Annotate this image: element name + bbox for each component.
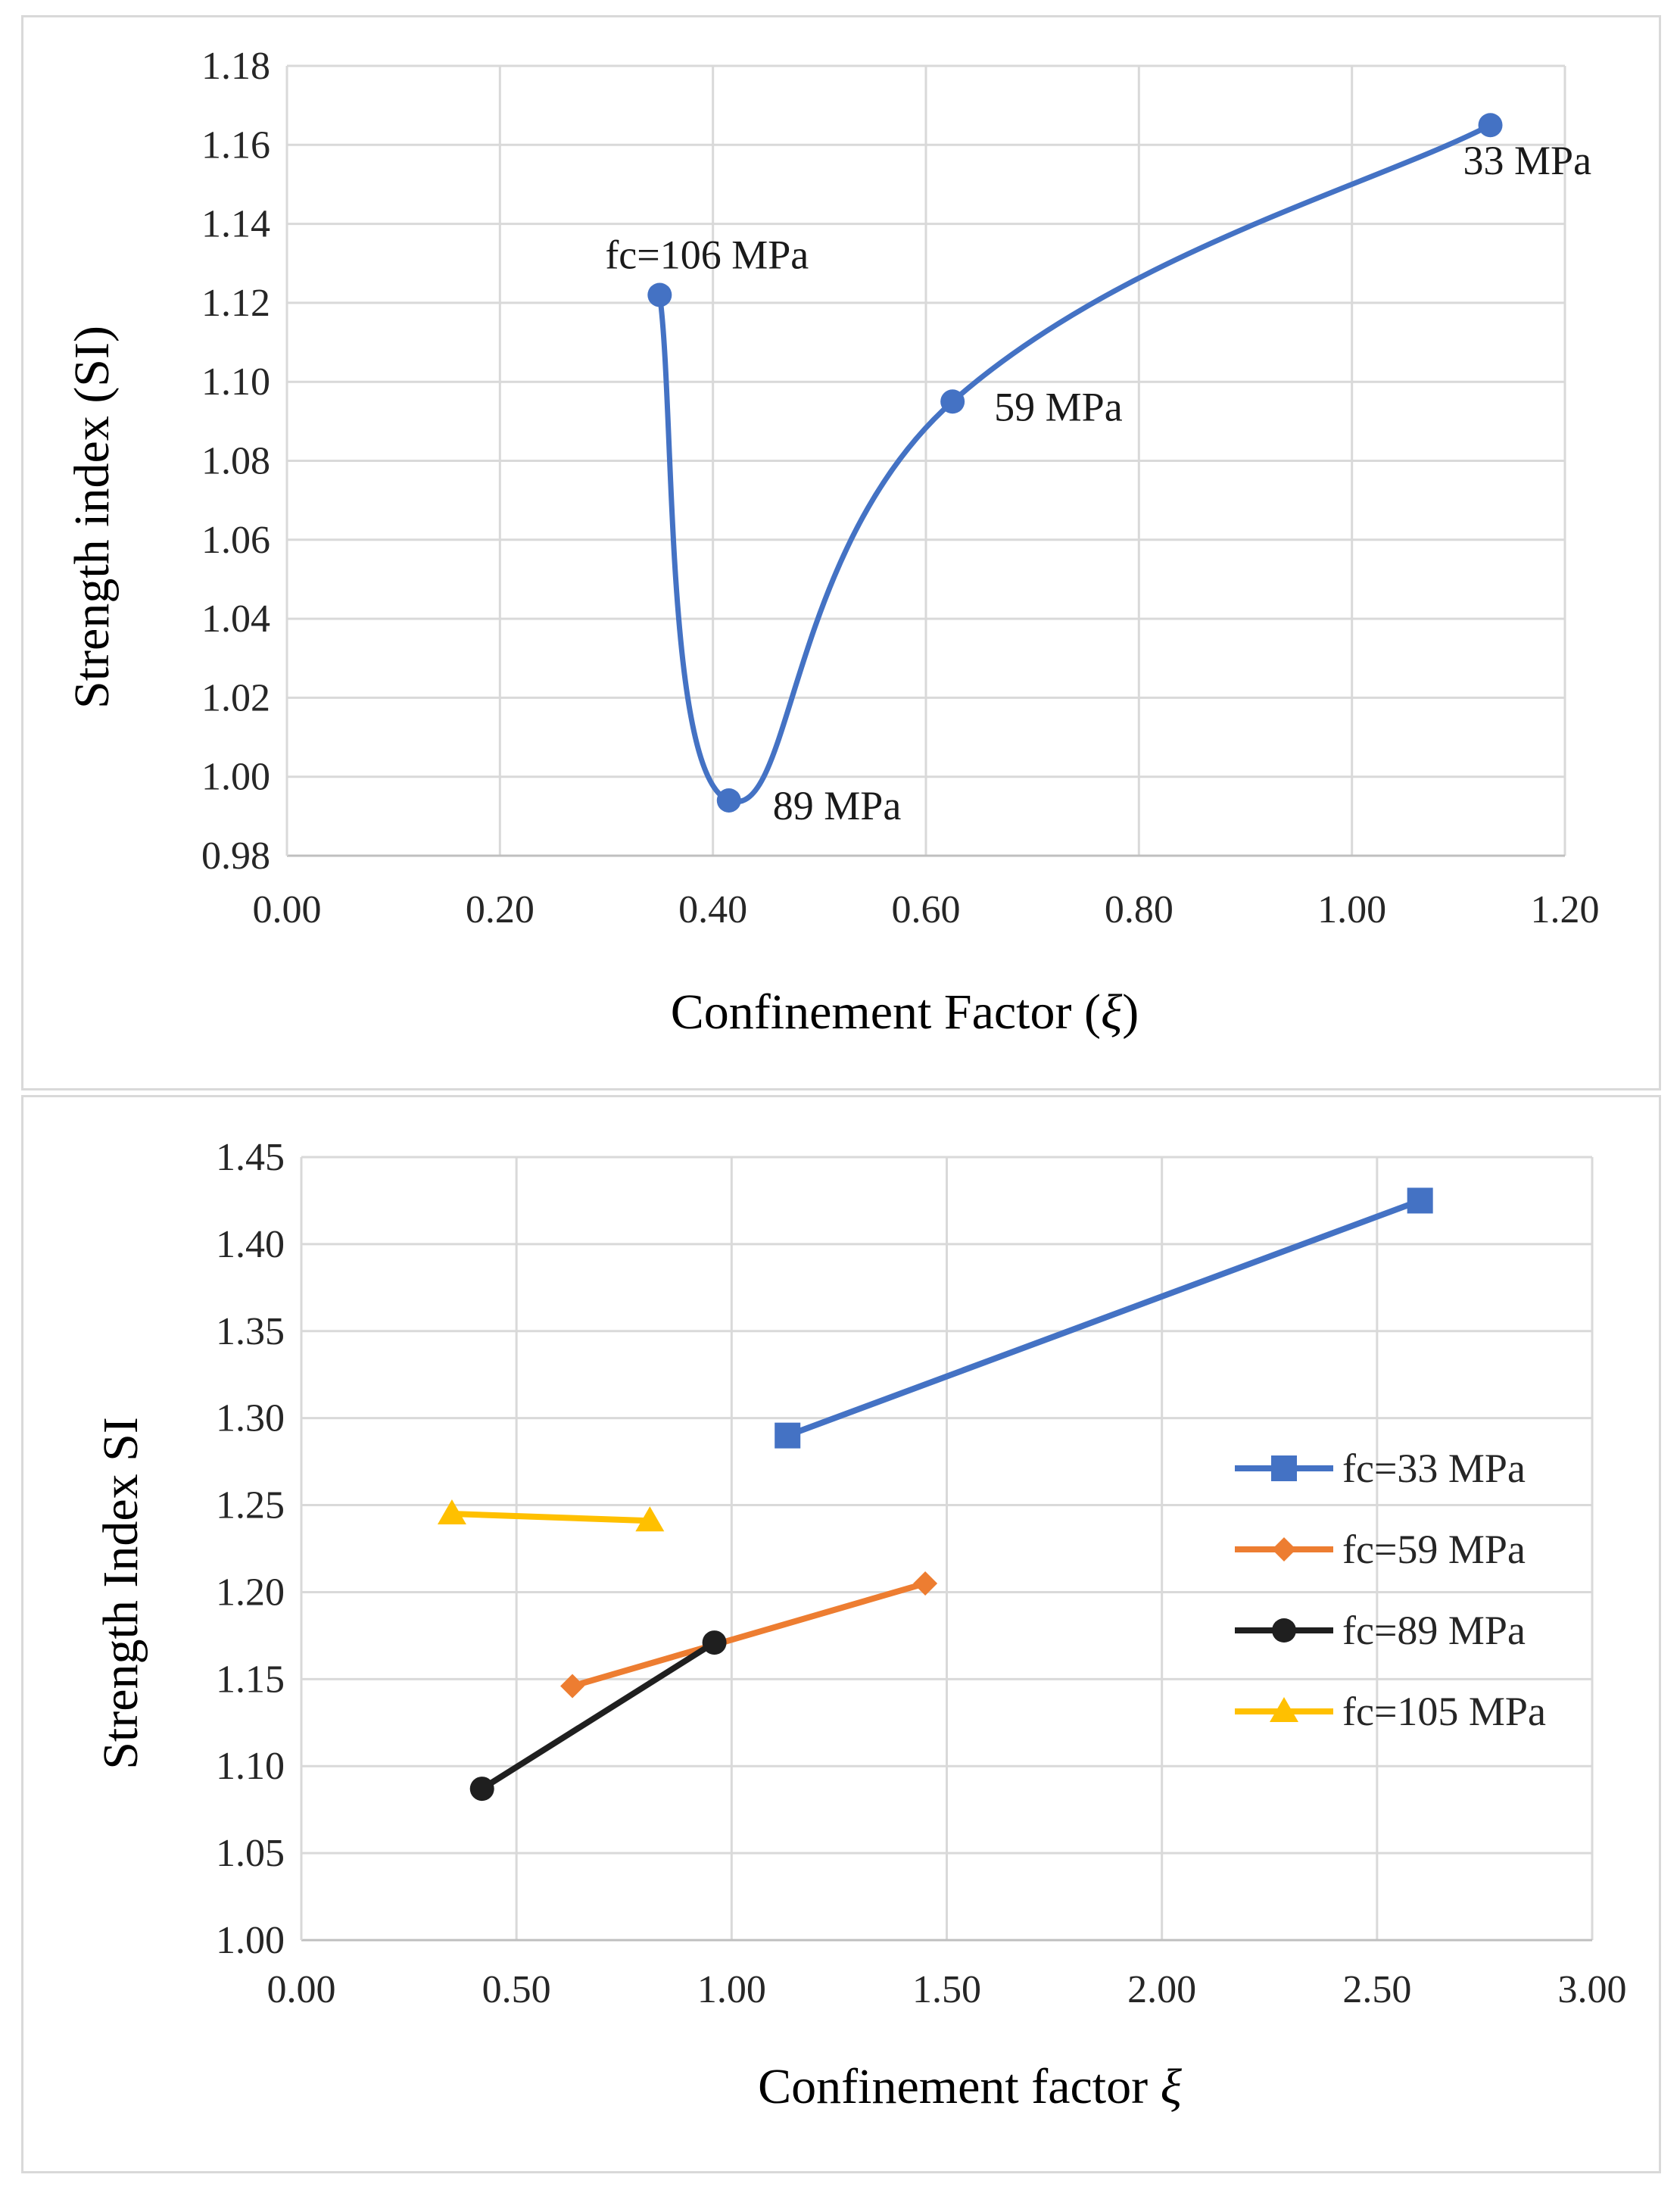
x-tick-label: 1.00 [697,1968,766,2011]
data-point [1478,113,1503,138]
legend-label: fc=33 MPa [1342,1446,1526,1491]
y-tick-label: 1.15 [216,1658,285,1701]
series-line [480,1639,716,1792]
y-tick-labels: 1.00 1.05 1.10 1.15 1.20 1.25 1.30 1.35 1.40 1.45 [216,1136,285,1962]
x-tick-label: 0.20 [466,888,535,931]
y-tick-label: 1.02 [201,676,270,719]
legend-item: fc=89 MPa [1235,1608,1526,1653]
y-tick-label: 1.08 [201,440,270,483]
legend-item: fc=59 MPa [1235,1527,1526,1572]
x-tick-label: 0.80 [1105,888,1174,931]
x-tick-label: 0.40 [678,888,747,931]
x-tick-labels: 0.00 0.50 1.00 1.50 2.00 2.50 3.00 [267,1968,1627,2011]
legend-item: fc=33 MPa [1235,1446,1526,1491]
data-point [775,1422,801,1449]
x-tick-label: 2.00 [1127,1968,1196,2011]
x-axis-title: Confinement Factor (ξ) [671,984,1139,1040]
y-tick-label: 1.14 [201,203,270,246]
x-axis-title: Confinement factor ξ [758,2059,1182,2114]
y-tick-label: 1.25 [216,1484,285,1527]
legend: fc=33 MPa fc=59 MPa fc=89 MPa fc=105 MPa [1235,1446,1546,1734]
x-tick-label: 1.50 [912,1968,981,2011]
legend-label: fc=105 MPa [1342,1689,1546,1734]
grid-lines [287,64,1566,856]
data-labels: fc=106 MPa 89 MPa 59 MPa 33 MPa [605,138,1591,828]
y-tick-label: 1.16 [201,123,270,167]
y-tick-label: 1.18 [201,45,270,88]
x-tick-label: 0.00 [267,1968,336,2011]
data-series [437,1187,1433,1802]
y-tick-label: 1.00 [201,756,270,799]
axes [300,1157,1592,1942]
x-tick-label: 0.00 [253,888,322,931]
data-point [702,1630,727,1655]
series-line [656,123,1492,805]
y-tick-label: 1.30 [216,1397,285,1440]
data-label: 33 MPa [1463,138,1592,183]
chart-panel-top: 0.98 1.00 1.02 1.04 1.06 1.08 1.10 1.12 1.14 1.16… [21,15,1661,1090]
data-point [913,1571,938,1596]
y-tick-label: 1.40 [216,1223,285,1266]
data-point [1407,1187,1433,1214]
y-tick-labels: 0.98 1.00 1.02 1.04 1.06 1.08 1.10 1.12 1.14 1.16… [201,45,270,878]
data-point [647,282,672,307]
data-label: 89 MPa [773,783,902,828]
legend-marker [1272,1537,1296,1561]
x-tick-label: 2.50 [1342,1968,1411,2011]
y-tick-label: 1.06 [201,519,270,562]
x-tick-label: 0.60 [892,888,961,931]
chart-si-vs-confinement: 0.98 1.00 1.02 1.04 1.06 1.08 1.10 1.12 1.14 1.16… [64,45,1600,1040]
x-tick-label: 0.50 [482,1968,551,2011]
data-label: 59 MPa [994,384,1123,429]
x-tick-label: 1.00 [1317,888,1386,931]
y-tick-label: 1.12 [201,282,270,325]
legend-item: fc=105 MPa [1235,1689,1546,1734]
chart-si-by-concrete-strength: 1.00 1.05 1.10 1.15 1.20 1.25 1.30 1.35 1.40 1.45… [93,1136,1627,2114]
series-fc-33-mpa [775,1187,1433,1449]
series-fc-89-mpa [469,1630,727,1802]
data-point [469,1777,494,1802]
series-line [451,1511,650,1524]
legend-marker [1271,1455,1297,1481]
legend-marker [1272,1618,1296,1643]
y-tick-label: 1.35 [216,1310,285,1353]
data-point [635,1506,665,1532]
y-tick-label: 1.10 [201,360,270,404]
data-point [560,1674,585,1699]
series-fc-105-mpa [437,1499,665,1532]
series-fc-59-mpa [560,1571,938,1699]
x-tick-label: 1.20 [1531,888,1600,931]
axes [285,66,1565,857]
y-axis-title: Strength index (SI) [64,326,120,709]
series-line [786,1197,1422,1439]
y-tick-label: 1.00 [216,1919,285,1962]
legend-label: fc=89 MPa [1342,1608,1526,1653]
data-point [940,389,965,414]
legend-label: fc=59 MPa [1342,1527,1526,1572]
y-tick-label: 1.45 [216,1136,285,1179]
y-tick-label: 1.10 [216,1745,285,1788]
x-tick-label: 3.00 [1558,1968,1627,2011]
data-label: fc=106 MPa [605,232,809,277]
y-tick-label: 1.20 [216,1571,285,1614]
x-tick-labels: 0.00 0.20 0.40 0.60 0.80 1.00 1.20 [253,888,1600,931]
series-line [571,1580,927,1689]
y-tick-label: 0.98 [201,835,270,878]
y-axis-title: Strength Index SI [93,1417,148,1770]
data-series [647,113,1503,813]
legend-marker [1270,1697,1298,1722]
data-point [716,788,741,813]
data-point [437,1499,466,1525]
y-tick-label: 1.04 [201,597,270,641]
y-tick-label: 1.05 [216,1832,285,1875]
grid-lines [301,1156,1594,1940]
chart-panel-bottom: 1.00 1.05 1.10 1.15 1.20 1.25 1.30 1.35 1.40 1.45… [21,1095,1661,2173]
